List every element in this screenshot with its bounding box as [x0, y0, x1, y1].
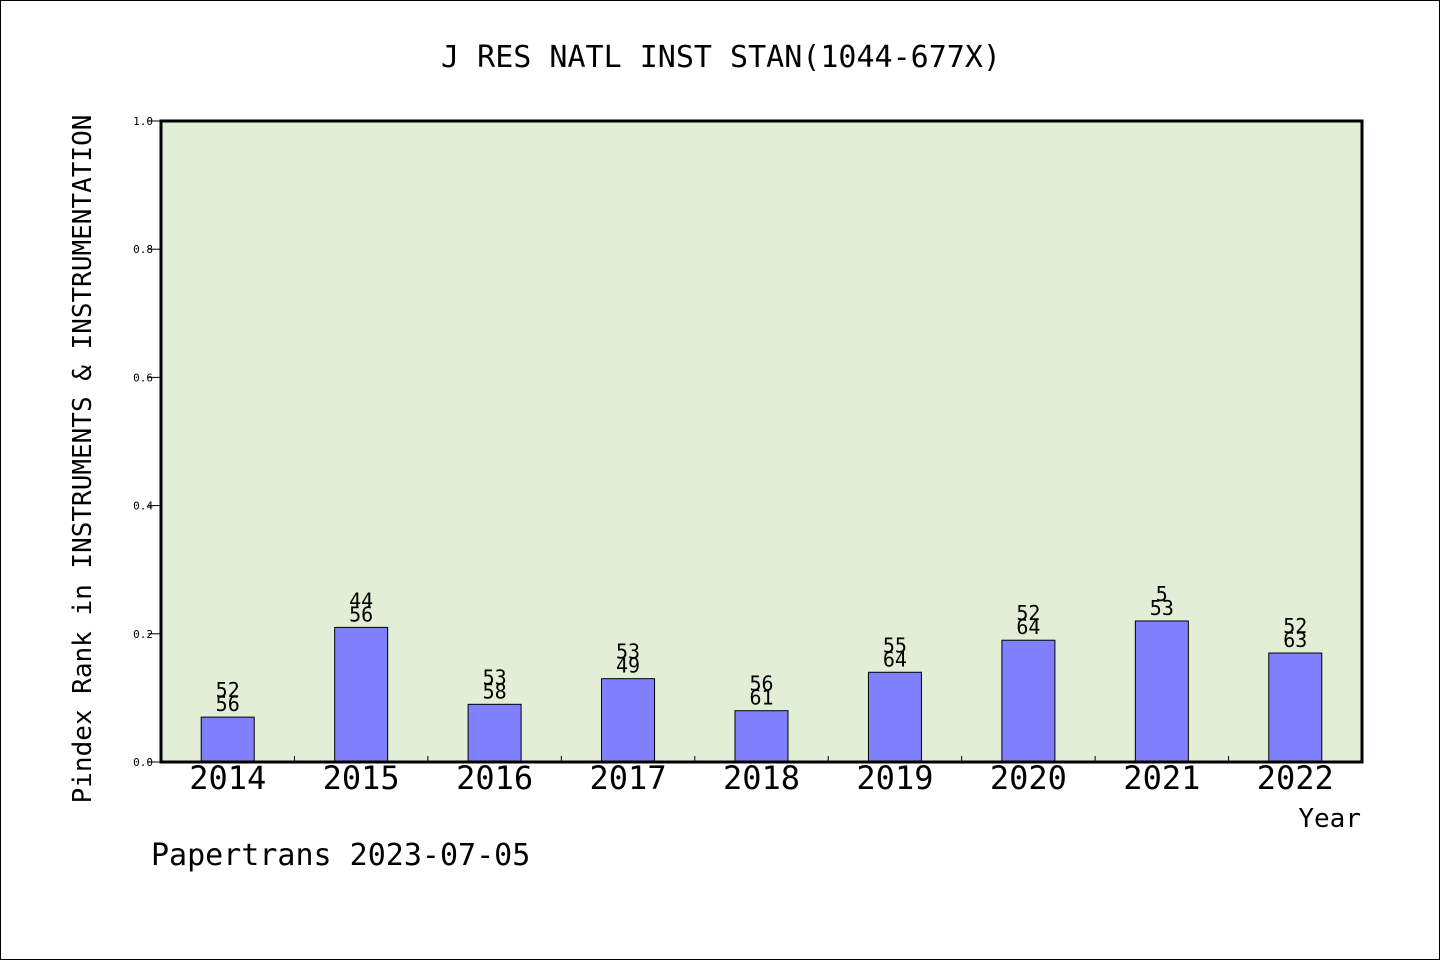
x-tick-label-2017: 2017: [590, 759, 667, 797]
bar-2020: [1001, 639, 1056, 763]
data-label-top-2020: 52: [1016, 601, 1040, 625]
data-label-bottom-2015: 56: [349, 602, 373, 626]
data-label-top-2016: 53: [483, 665, 507, 689]
y-tick-label: 0.8: [133, 243, 153, 256]
data-label-bottom-2016: 58: [483, 679, 507, 703]
y-tick-label: 1.0: [133, 115, 153, 128]
x-tick-label-2015: 2015: [323, 759, 400, 797]
data-label-top-2014: 52: [216, 678, 240, 702]
bar-2021: [1134, 620, 1189, 763]
data-label-top-2019: 55: [883, 633, 907, 657]
bar-2015: [334, 626, 389, 763]
data-label-bottom-2018: 61: [749, 686, 773, 710]
data-label-top-2022: 52: [1283, 614, 1307, 638]
x-tick-label-2021: 2021: [1123, 759, 1200, 797]
x-tick-label-2022: 2022: [1257, 759, 1334, 797]
data-label-top-2021: 5: [1156, 582, 1168, 606]
y-tick-label: 0.0: [133, 756, 153, 769]
bar-2017: [601, 678, 656, 763]
data-label-top-2018: 56: [749, 672, 773, 696]
bar-2022: [1268, 652, 1323, 763]
bar-2014: [200, 716, 255, 763]
bar-2018: [734, 710, 789, 763]
data-label-bottom-2017: 49: [616, 654, 640, 678]
y-ticks-layer: 0.0 0.2 0.4 0.6 0.8 1.0: [133, 115, 161, 769]
y-tick-label: 0.4: [133, 500, 153, 513]
bar-2019: [867, 671, 922, 763]
data-label-top-2015: 44: [349, 588, 373, 612]
plot-border: [159, 119, 1364, 764]
chart-title: J RES NATL INST STAN(1044-677X): [441, 40, 1001, 75]
x-tick-label-2020: 2020: [990, 759, 1067, 797]
x-tick-label-2018: 2018: [723, 759, 800, 797]
x-tick-label-2014: 2014: [189, 759, 266, 797]
y-tick-label: 0.2: [133, 628, 153, 641]
bar-2016: [467, 703, 522, 763]
data-label-bottom-2020: 64: [1016, 615, 1040, 639]
data-label-bottom-2014: 56: [216, 692, 240, 716]
y-axis-label: Pindex Rank in INSTRUMENTS & INSTRUMENTA…: [68, 115, 98, 804]
bars-layer: [200, 620, 1323, 763]
x-tick-label-2019: 2019: [856, 759, 933, 797]
data-label-top-2017: 53: [616, 640, 640, 664]
data-label-bottom-2021: 53: [1150, 596, 1174, 620]
data-label-bottom-2019: 64: [883, 647, 907, 671]
y-tick-label: 0.6: [133, 371, 153, 384]
x-tick-label-2016: 2016: [456, 759, 533, 797]
data-label-bottom-2022: 63: [1283, 628, 1307, 652]
footer-note: Papertrans 2023-07-05: [151, 838, 530, 873]
x-axis-label: Year: [1298, 804, 1361, 834]
x-ticks-layer: 2014 2015 2016 2017 2018 2019 2020 2021 2022: [189, 756, 1334, 797]
